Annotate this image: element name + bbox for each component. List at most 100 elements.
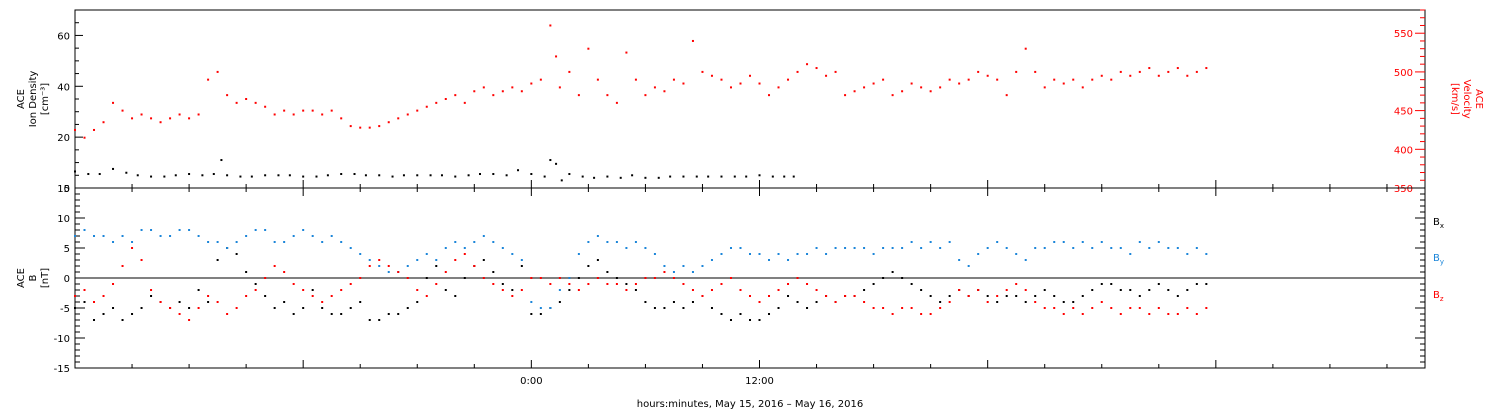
velocity-point (140, 113, 143, 116)
ion-density-point (250, 175, 253, 178)
bx-point (634, 289, 637, 291)
by-series (74, 229, 1208, 309)
velocity-point (891, 94, 894, 97)
velocity-point (207, 78, 210, 81)
bz-point (587, 283, 590, 285)
ion-density-point (98, 173, 101, 176)
bx-point (739, 313, 742, 315)
bx-point (302, 307, 305, 309)
density-velocity-plot-frame (74, 9, 1426, 189)
bx-point (1005, 295, 1008, 297)
bx-point (1091, 289, 1094, 291)
by-point (159, 235, 162, 237)
ion-density-point (429, 174, 432, 177)
by-point (273, 241, 276, 243)
bz-point (520, 289, 523, 291)
velocity-point (93, 128, 96, 131)
bz-point (340, 289, 343, 291)
bx-point (1043, 289, 1046, 291)
bz-point (1072, 307, 1075, 309)
bz-point (901, 307, 904, 309)
bz-point (958, 289, 961, 291)
by-point (321, 241, 324, 243)
by-point (1119, 247, 1122, 249)
bz-point (1186, 307, 1189, 309)
magnetic-field-axis-tick-labels: -15 -10 -5 0 5 10 15 (54, 184, 70, 375)
velocity-point (169, 117, 172, 120)
velocity-point (853, 90, 856, 93)
bx-point (178, 301, 181, 303)
velocity-point (197, 113, 200, 116)
bz-point (368, 265, 371, 267)
velocity-point (387, 121, 390, 124)
by-point (977, 253, 980, 255)
velocity-point (1157, 74, 1160, 77)
bz-point (939, 307, 942, 309)
bz-point (501, 289, 504, 291)
bx-point (587, 265, 590, 267)
bx-point (596, 259, 599, 261)
velocity-point (463, 101, 466, 104)
bz-point (977, 289, 980, 291)
bx-series (74, 247, 1208, 321)
bx-point (691, 301, 694, 303)
bz-point (93, 301, 96, 303)
bx-point (207, 301, 210, 303)
bz-point (1034, 301, 1037, 303)
bz-point (463, 253, 466, 255)
bx-point (863, 289, 866, 291)
by-point (473, 241, 476, 243)
ion-density-point (631, 174, 634, 177)
bz-point (387, 265, 390, 267)
velocity-point (625, 51, 628, 54)
bx-point (939, 301, 942, 303)
bx-point (435, 265, 438, 267)
velocity-point (825, 74, 828, 77)
ion-density-point (239, 175, 242, 178)
velocity-point (577, 94, 580, 97)
by-point (416, 259, 419, 261)
velocity-point (1072, 78, 1075, 81)
velocity-point (606, 94, 609, 97)
velocity-point (539, 78, 542, 81)
time-axis-tick-labels: 0:00 12:00 (520, 376, 774, 387)
velocity-point (701, 70, 704, 73)
bx-point (558, 301, 561, 303)
by-point (615, 241, 618, 243)
bx-point (273, 307, 276, 309)
by-point (83, 229, 86, 231)
velocity-point (378, 125, 381, 128)
bz-point (349, 283, 352, 285)
bz-point (863, 301, 866, 303)
density-axis-tick-labels: 0 20 40 60 (57, 31, 70, 195)
bx-point (387, 313, 390, 315)
velocity-point (1024, 47, 1027, 50)
by-point (825, 253, 828, 255)
bz-point (1053, 307, 1056, 309)
velocity-point (967, 78, 970, 81)
velocity-point (549, 24, 552, 27)
bz-point (188, 319, 191, 321)
bx-point (1157, 283, 1160, 285)
ion-density-point (454, 175, 457, 178)
velocity-point (112, 101, 115, 104)
by-point (1053, 241, 1056, 243)
ion-density-point (416, 174, 419, 177)
bx-point (501, 283, 504, 285)
velocity-tick-label: 450 (1394, 107, 1413, 118)
bx-point (815, 301, 818, 303)
by-point (720, 253, 723, 255)
by-point (140, 229, 143, 231)
bz-point (444, 271, 447, 273)
bz-point (701, 295, 704, 297)
bx-point (330, 313, 333, 315)
legend-bz-subscript: z (1440, 295, 1444, 303)
bx-point (710, 307, 713, 309)
by-point (121, 235, 124, 237)
velocity-point (596, 78, 599, 81)
bz-point (1110, 307, 1113, 309)
bz-point (920, 313, 923, 315)
bx-point (150, 295, 153, 297)
ion-density-point (792, 175, 795, 178)
magnetic-field-axis-label-line-3: [nT] (40, 268, 51, 288)
